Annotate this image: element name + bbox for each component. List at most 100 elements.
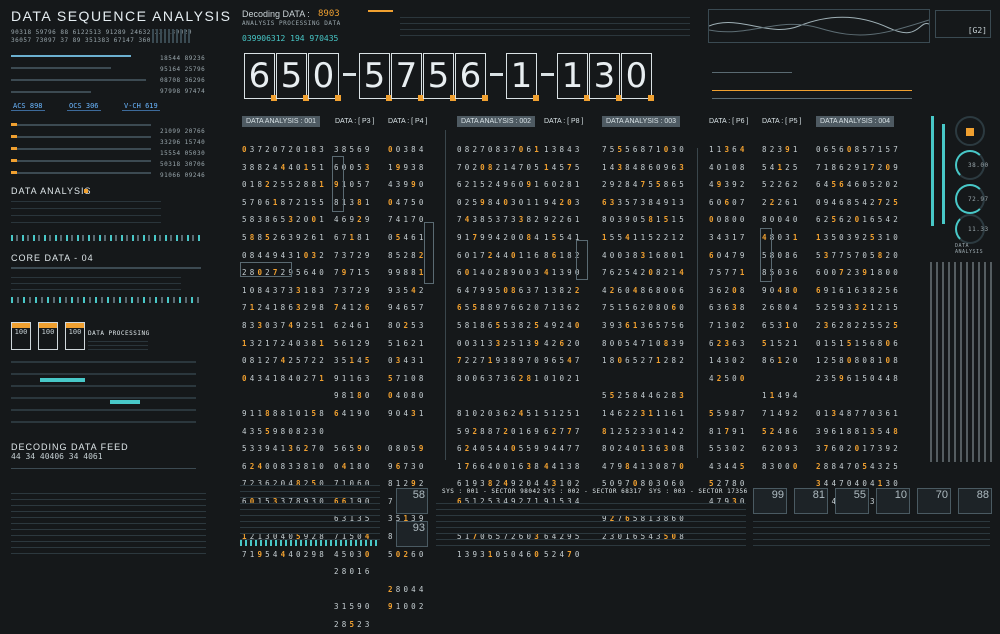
big-code-digit: 6 [244, 53, 277, 101]
signal-strip [11, 235, 201, 241]
grid-row: 80054710839 [602, 338, 687, 348]
highlight-box [240, 262, 292, 277]
grid-row [388, 423, 427, 441]
grid-row [709, 387, 748, 405]
grid-row: 58386532001 [242, 215, 327, 225]
grid-row: 31590 [334, 602, 373, 612]
grid-row: 94477 [544, 444, 583, 454]
grid-row: 85282 [388, 250, 427, 260]
grid-row: 60607 [709, 197, 748, 207]
grid-row: 82391 [762, 145, 801, 154]
grid-row: 49392 [709, 180, 748, 190]
grid-row: 04180 [334, 461, 373, 471]
grid-row: 13843 [544, 145, 583, 154]
big-code-digit: 1 [506, 53, 539, 101]
big-code-digit: 7 [391, 53, 424, 101]
header-barcode [152, 29, 192, 43]
grid-row: 04341840271 [242, 373, 327, 383]
grid-row: 80063736281 [457, 373, 542, 383]
grid-row: 71862917209 [816, 162, 901, 172]
grid-row: 70208214705 [457, 162, 542, 172]
grid-row: 61938249204 [457, 479, 542, 489]
grid-row: 71362 [544, 303, 583, 313]
grid-row: 13931050460 [457, 549, 542, 559]
grid-row: 50970803060 [602, 479, 687, 489]
grid-row: 94657 [388, 303, 427, 313]
grid-row: 00384 [388, 145, 427, 154]
big-code-digit: 0 [308, 53, 341, 101]
grid-row: 18065271282 [602, 356, 687, 366]
grid-row: 75156208060 [602, 303, 687, 313]
signal-strip [11, 297, 201, 303]
grid-row: 74126 [334, 303, 373, 313]
grid-row: 91002 [388, 602, 427, 612]
data-grid-g9: 06560857157 71862917209 64564605202 0946854… [816, 141, 901, 510]
wave-graph [708, 9, 930, 43]
grid-row [602, 370, 687, 388]
divider [11, 267, 201, 269]
grid-row: 60172440116 [457, 250, 542, 260]
grid-row: 12580808108 [816, 356, 901, 366]
big-code-digit: 3 [589, 53, 622, 101]
grid-row: 63638 [709, 303, 748, 313]
big-code-dash [343, 73, 356, 76]
grid-row: 92261 [544, 215, 583, 225]
status-box: [G2] [935, 10, 991, 38]
grid-row: 08270837061 [457, 145, 542, 154]
decoding-code: 039906312 194 970435 [242, 34, 339, 43]
grid-row: 52262 [762, 180, 801, 190]
header-bars [400, 12, 690, 36]
data-analysis-small: DATA ANALYSIS [955, 243, 984, 255]
grid-row: 59288720169 [457, 426, 542, 436]
metric-bar [11, 55, 131, 57]
column-header: DATA : [ P6 ] [709, 118, 749, 125]
tag-ocs[interactable]: OCS 306 [67, 102, 101, 111]
divider [11, 468, 196, 469]
grid-row: 60072391800 [816, 268, 901, 278]
core-text-block [11, 272, 181, 290]
sys-log [436, 498, 746, 546]
ring-gauge [955, 184, 985, 214]
grid-row [242, 387, 327, 405]
grid-row [334, 581, 373, 599]
sector-box: 81 [794, 488, 828, 514]
grid-row: 90480 [762, 285, 801, 295]
column-divider [445, 130, 446, 460]
ring-value: 72.97 [968, 196, 989, 203]
grid-row: 62152496091 [457, 180, 542, 190]
header-stats-row1: 90318 59796 88 6122513 91289 24632 33 13… [11, 29, 192, 36]
sector-box: 70 [917, 488, 951, 514]
data-grid-g8: 82391 54125 52262 22261 80040 48031 58086 85036… [762, 141, 801, 475]
grid-row: 72271938970 [457, 356, 542, 366]
bottom-log [240, 480, 380, 540]
ring-value: 38.00 [968, 162, 989, 169]
grid-row: 03720720183 [242, 145, 327, 154]
tag-acs[interactable]: ACS 898 [11, 102, 45, 111]
metric-bar [11, 91, 91, 93]
grid-row: 29284755865 [602, 180, 687, 190]
tag-vch[interactable]: V-CH 619 [122, 102, 160, 111]
grid-row: 03431 [388, 356, 427, 366]
grid-row: 74385373382 [457, 215, 542, 225]
grid-row: 96547 [544, 356, 583, 366]
header-stats-row2: 36057 73097 37 89 351383 67147 360 [11, 37, 151, 44]
feed-highlight [40, 378, 85, 382]
grid-row: 99881 [388, 268, 427, 278]
grid-row: 58086 [762, 250, 801, 260]
sys-2-label: SYS : 002 - SECTOR 68317 [543, 488, 642, 495]
sector-box: 88 [958, 488, 992, 514]
level-bar [942, 124, 945, 224]
grid-row: 44138 [544, 461, 583, 471]
grid-row: 62562016542 [816, 215, 901, 225]
grid-row: 51251 [544, 408, 583, 418]
grid-row: 53394136270 [242, 444, 327, 454]
grid-row: 73729 [334, 250, 373, 260]
big-code-digit: 5 [359, 53, 392, 101]
grid-row: 62777 [544, 426, 583, 436]
grid-row: 08127425722 [242, 356, 327, 366]
grid-row: 60140289003 [457, 268, 542, 278]
grid-row: 43102 [544, 479, 583, 489]
grid-row: 53775705820 [816, 250, 901, 260]
grid-row: 06560857157 [816, 145, 901, 154]
grid-row: 05461 [388, 232, 427, 242]
